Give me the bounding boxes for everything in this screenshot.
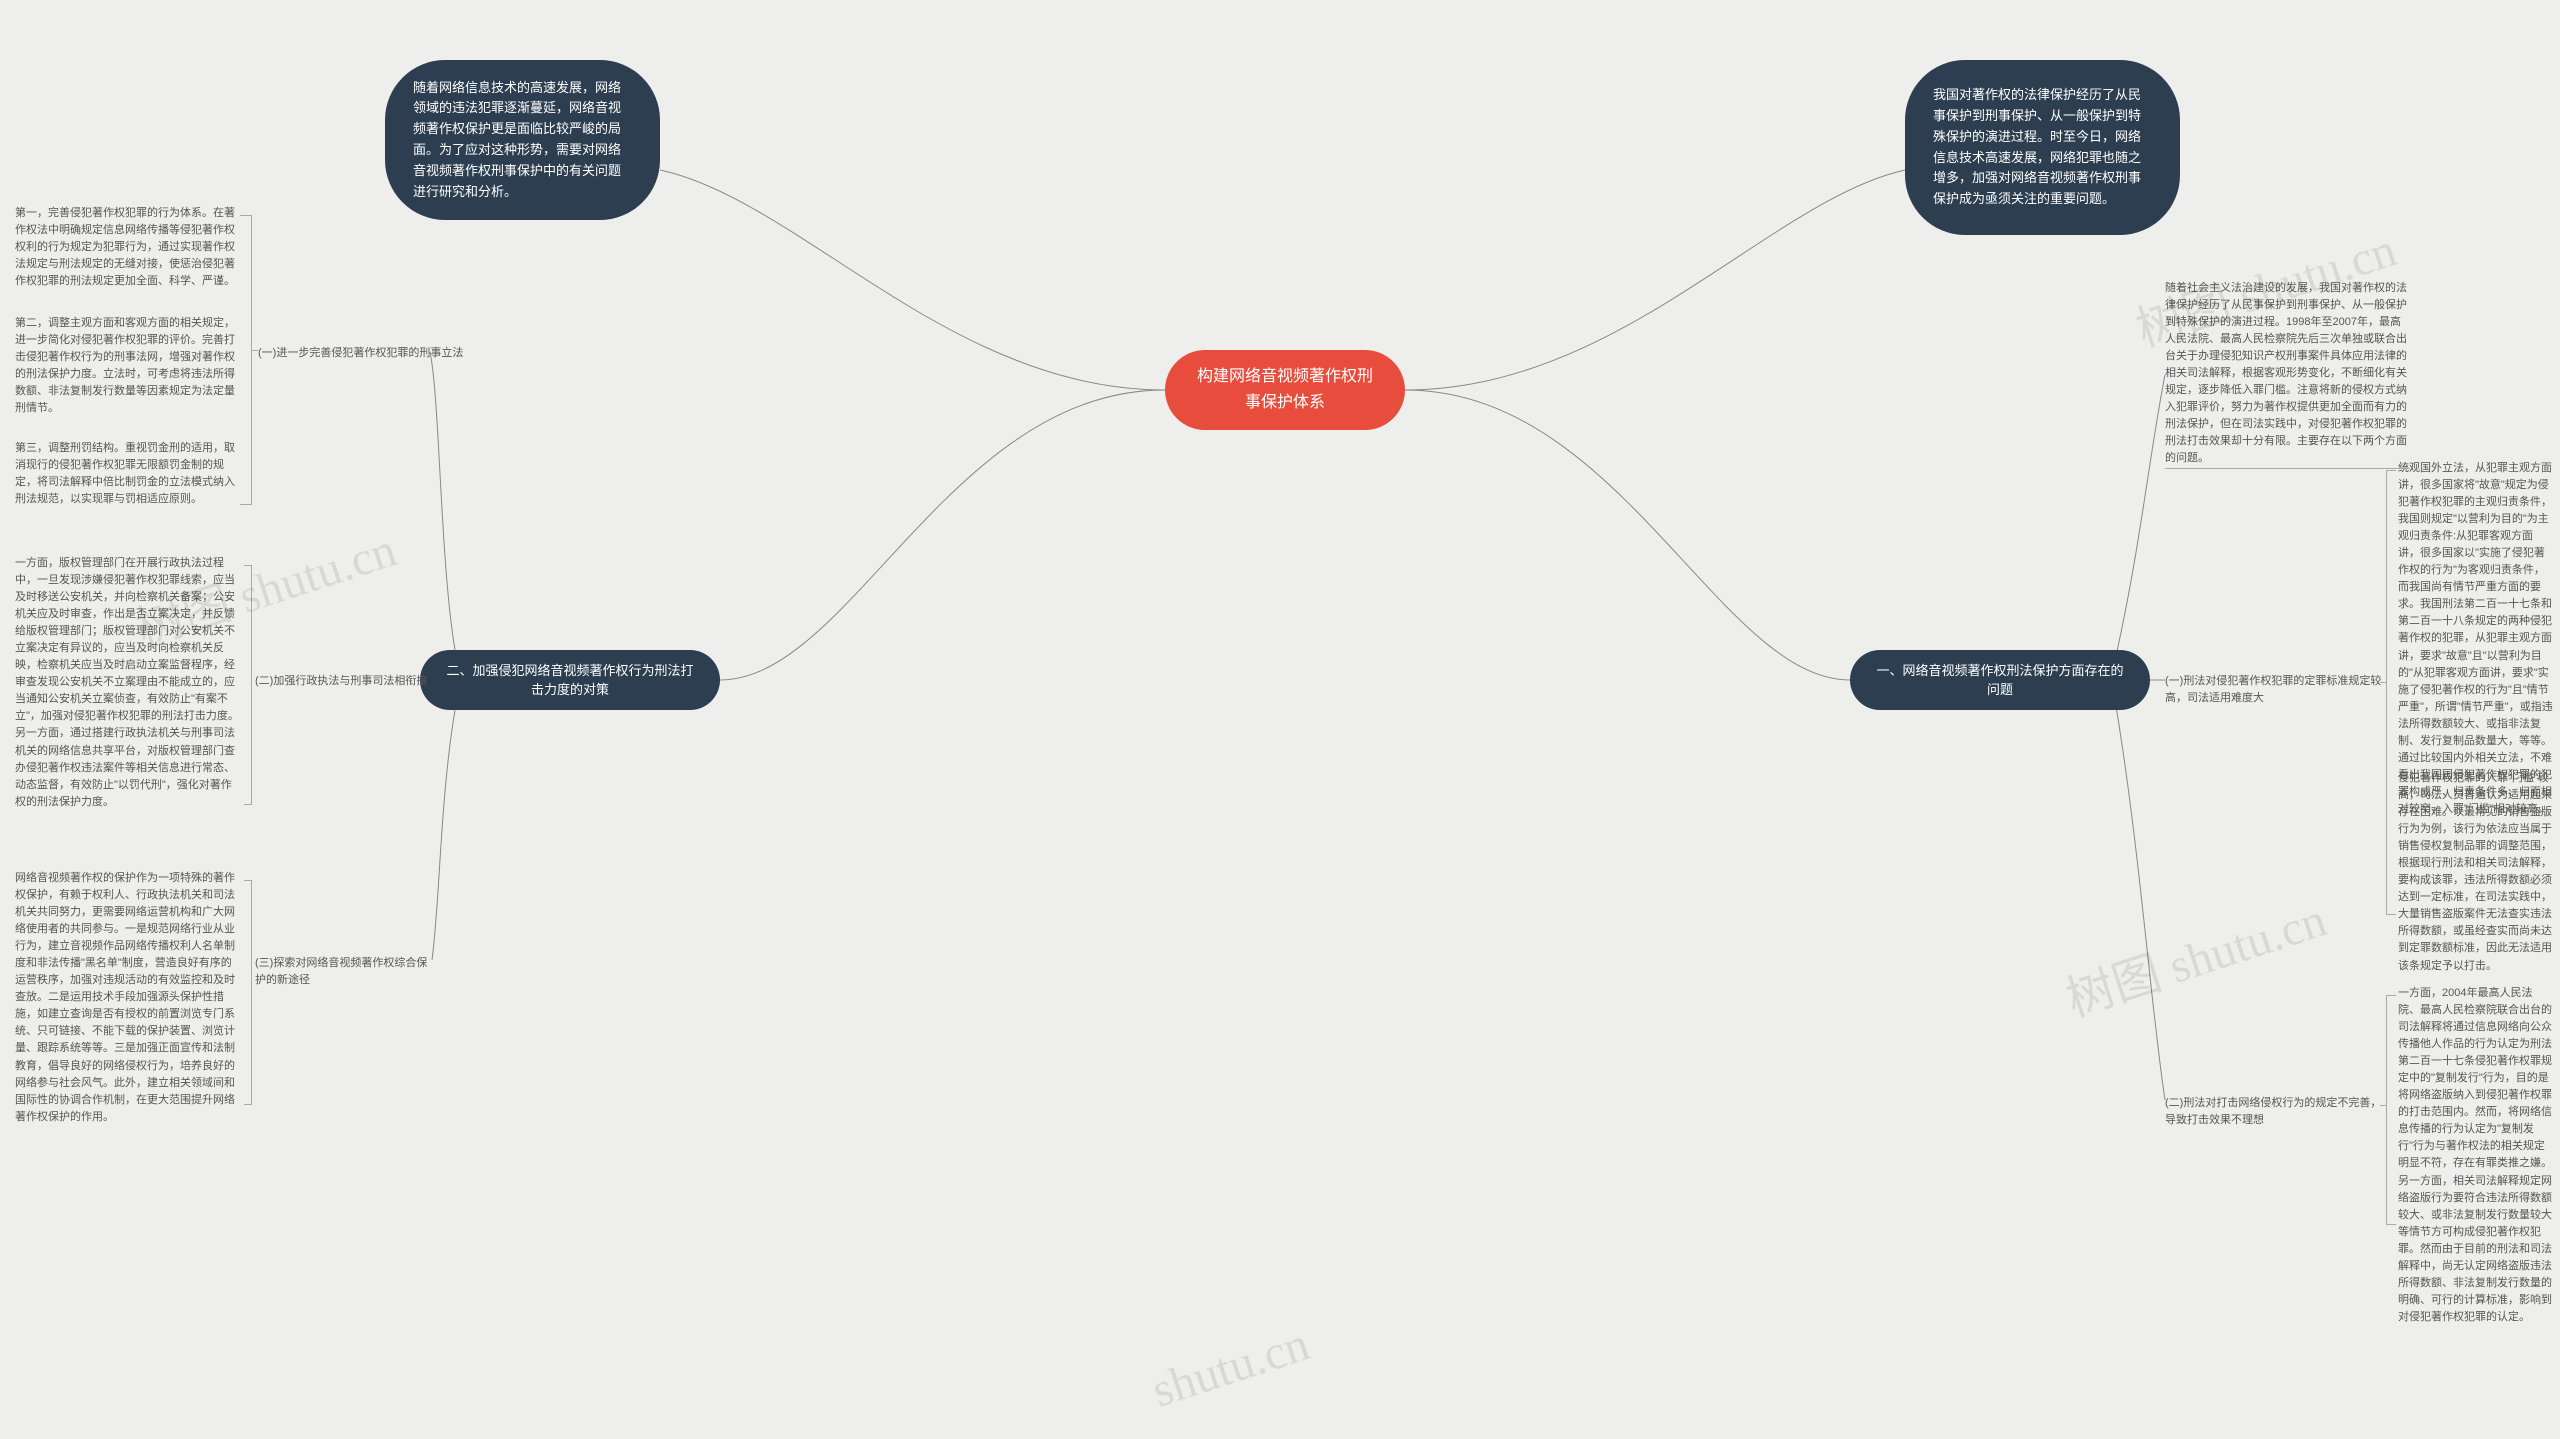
left-bracket-3 [244,880,252,1105]
right-leaf-2: 侵犯著作权犯罪的入罪"门槛"较高，司法人员普遍认为适用起来存在困难。以最常见的销… [2398,770,2553,975]
right-bracket-1 [2386,470,2396,915]
left-sub-label-2: (三)探索对网络音视频著作权综合保护的新途径 [255,955,430,988]
right-intro-text: 我国对著作权的法律保护经历了从民事保护到刑事保护、从一般保护到特殊保护的演进过程… [1933,85,2152,210]
right-leaf-3: 一方面，2004年最高人民法院、最高人民检察院联合出台的司法解释将通过信息网络向… [2398,985,2553,1326]
right-leaf0-underline [2165,468,2410,469]
left-bracket-1 [240,215,252,505]
right-leaf-0: 随着社会主义法治建设的发展，我国对著作权的法律保护经历了从民事保护到刑事保护、从… [2165,280,2410,468]
right-leaf-1: 统观国外立法，从犯罪主观方面讲，很多国家将"故意"规定为侵犯著作权犯罪的主观归责… [2398,460,2553,818]
left-leaf-0: 第一，完善侵犯著作权犯罪的行为体系。在著作权法中明确规定信息网络传播等侵犯著作权… [15,205,235,290]
left-leaf-4: 网络音视频著作权的保护作为一项特殊的著作权保护，有赖于权利人、行政执法机关和司法… [15,870,240,1126]
right-main-node: 一、网络音视频著作权刑法保护方面存在的问题 [1850,650,2150,710]
left-leaf-1: 第二，调整主观方面和客观方面的相关规定，进一步简化对侵犯著作权犯罪的评价。完善打… [15,315,235,417]
connector-lines [0,0,2560,1439]
right-bracket-1-stub [2380,682,2386,683]
right-bracket-2 [2386,995,2396,1225]
watermark-3: shutu.cn [1145,1316,1315,1418]
right-bracket-2-stub [2380,1105,2386,1106]
right-intro-node: 我国对著作权的法律保护经历了从民事保护到刑事保护、从一般保护到特殊保护的演进过程… [1905,60,2180,235]
left-intro-text: 随着网络信息技术的高速发展，网络领域的违法犯罪逐渐蔓延，网络音视频著作权保护更是… [413,78,632,203]
left-main-text: 二、加强侵犯网络音视频著作权行为刑法打击力度的对策 [446,661,694,700]
left-main-node: 二、加强侵犯网络音视频著作权行为刑法打击力度的对策 [420,650,720,710]
left-sub-label-0: (一)进一步完善侵犯著作权犯罪的刑事立法 [258,345,433,362]
left-leaf-2: 第三，调整刑罚结构。重视罚金刑的适用，取消现行的侵犯著作权犯罪无限额罚金制的规定… [15,440,235,508]
watermark-2: 树图 shutu.cn [2056,880,2334,1030]
left-sub-label-1: (二)加强行政执法与刑事司法相衔接 [255,673,430,690]
right-sub-label-1: (二)刑法对打击网络侵权行为的规定不完善，导致打击效果不理想 [2165,1095,2385,1128]
left-intro-node: 随着网络信息技术的高速发展，网络领域的违法犯罪逐渐蔓延，网络音视频著作权保护更是… [385,60,660,220]
left-bracket-1-stub [252,350,258,351]
left-leaf-3: 一方面，版权管理部门在开展行政执法过程中，一旦发现涉嫌侵犯著作权犯罪线索，应当及… [15,555,240,811]
right-main-text: 一、网络音视频著作权刑法保护方面存在的问题 [1876,661,2124,700]
center-text: 构建网络音视频著作权刑事保护体系 [1195,364,1375,415]
center-node: 构建网络音视频著作权刑事保护体系 [1165,350,1405,430]
left-bracket-2 [244,565,252,805]
right-sub-label-0: (一)刑法对侵犯著作权犯罪的定罪标准规定较高，司法适用难度大 [2165,673,2385,706]
